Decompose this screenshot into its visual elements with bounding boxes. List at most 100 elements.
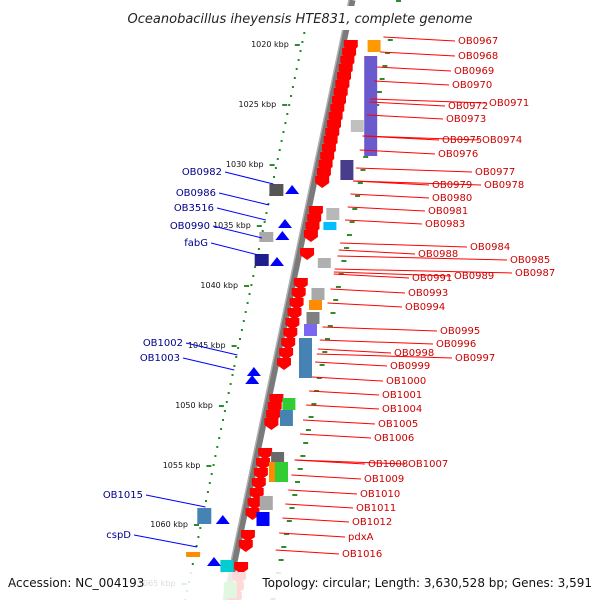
gene-label-forward[interactable]: OB1012 xyxy=(352,517,392,528)
gene-label-forward[interactable]: OB0975 xyxy=(442,135,482,146)
gene-label-forward[interactable]: OB0972 xyxy=(448,101,488,112)
tick-dot xyxy=(396,0,401,2)
label-connector xyxy=(374,80,450,86)
gene-label-forward[interactable]: OB0993 xyxy=(408,288,448,299)
gene-label-forward[interactable]: OB0969 xyxy=(454,66,494,77)
gene-label-forward[interactable]: OB0978 xyxy=(484,180,524,191)
tick-dot xyxy=(223,410,226,412)
reverse-gene-arrow xyxy=(270,257,284,266)
gene-label-forward[interactable]: OB0967 xyxy=(458,36,498,47)
label-connector xyxy=(362,135,440,141)
gene-label-forward[interactable]: OB0989 xyxy=(454,271,494,282)
gene-label-forward[interactable]: OB0994 xyxy=(405,302,445,313)
gene-label-forward[interactable]: OB1007 xyxy=(408,459,448,470)
gene-label-forward[interactable]: OB0980 xyxy=(432,193,472,204)
gene-label-forward[interactable]: OB1000 xyxy=(386,376,426,387)
gene-label-forward[interactable]: OB0973 xyxy=(446,114,486,125)
gene-block xyxy=(271,452,285,462)
gene-label-reverse[interactable]: OB0986 xyxy=(176,188,216,199)
reverse-gene-arrow xyxy=(245,375,260,384)
tick-dot xyxy=(355,195,361,197)
gene-label-forward[interactable]: OB0999 xyxy=(390,361,430,372)
gene-label-reverse[interactable]: OB3516 xyxy=(174,203,214,214)
gene-label-forward[interactable]: OB1001 xyxy=(382,390,422,401)
gene-label-forward[interactable]: OB0976 xyxy=(438,149,478,160)
gene-label-reverse[interactable]: OB1015 xyxy=(103,490,143,501)
gene-label-reverse[interactable]: OB1002 xyxy=(143,338,183,349)
kbp-tick-label: 1055 kbp xyxy=(163,461,201,470)
tick-dot xyxy=(327,325,333,327)
tick-dot xyxy=(261,230,264,232)
gene-label-forward[interactable]: OB0971 xyxy=(489,98,529,109)
gene-label-forward[interactable]: OB0977 xyxy=(475,167,515,178)
gene-label-reverse[interactable]: fabG xyxy=(184,238,208,249)
tick-dot xyxy=(335,286,341,288)
tick-dot xyxy=(325,338,330,340)
gene-label-forward[interactable]: pdxA xyxy=(348,532,374,543)
tick-dot xyxy=(197,536,200,538)
gene-label-forward[interactable]: OB0983 xyxy=(425,219,465,230)
gene-block xyxy=(309,300,322,310)
label-connector xyxy=(224,171,274,185)
tick-dot xyxy=(346,234,352,236)
gene-label-forward[interactable]: OB1009 xyxy=(364,474,404,485)
gene-label-forward[interactable]: OB0998 xyxy=(394,348,434,359)
gene-label-forward[interactable]: OB0968 xyxy=(458,51,498,62)
reverse-gene-arrow xyxy=(215,515,230,524)
gene-label-reverse[interactable]: OB1003 xyxy=(140,353,180,364)
tick-dot xyxy=(363,156,369,158)
label-connector xyxy=(315,361,388,367)
label-connector xyxy=(182,357,235,371)
gene-label-forward[interactable]: OB0981 xyxy=(428,206,468,217)
forward-gene-arrow xyxy=(281,338,296,350)
tick-dot xyxy=(282,131,285,133)
gene-label-forward[interactable]: OB1008 xyxy=(368,459,408,470)
gene-label-forward[interactable]: OB0985 xyxy=(510,255,550,266)
gene-label-forward[interactable]: OB1006 xyxy=(374,433,414,444)
gene-label-forward[interactable]: OB1010 xyxy=(360,489,400,500)
forward-gene-arrow xyxy=(285,318,300,330)
gene-label-forward[interactable]: OB0996 xyxy=(436,339,476,350)
tick-dot xyxy=(220,428,223,430)
gene-label-reverse[interactable]: OB0990 xyxy=(170,221,210,232)
tick-dot xyxy=(357,182,363,184)
tick-dot xyxy=(379,78,385,80)
reverse-gene-arrow xyxy=(246,367,261,376)
forward-gene-arrow xyxy=(256,458,270,470)
tick-dot xyxy=(216,446,219,448)
label-connector xyxy=(299,433,372,439)
label-connector xyxy=(383,36,456,42)
tick-dot xyxy=(297,468,303,470)
gene-block xyxy=(197,508,212,524)
gene-label-forward[interactable]: OB1004 xyxy=(382,404,422,415)
tick-dot xyxy=(295,68,298,70)
label-connector xyxy=(218,192,270,206)
gene-label-forward[interactable]: OB0995 xyxy=(440,326,480,337)
tick-dot xyxy=(265,212,268,214)
forward-gene-arrow xyxy=(315,176,330,188)
gene-label-forward[interactable]: OB0997 xyxy=(455,353,495,364)
gene-label-forward[interactable]: OB0974 xyxy=(482,135,522,146)
gene-label-forward[interactable]: OB1005 xyxy=(378,419,418,430)
tick-dot xyxy=(274,167,277,169)
reverse-gene-arrow xyxy=(275,231,290,240)
gene-label-forward[interactable]: OB1016 xyxy=(342,549,382,560)
gene-label-reverse[interactable]: cspD xyxy=(106,530,131,541)
tick-dot xyxy=(286,520,292,522)
tick-dot xyxy=(205,500,207,502)
gene-block xyxy=(279,410,293,426)
gene-label-forward[interactable]: OB0984 xyxy=(470,242,510,253)
gene-label-forward[interactable]: OB0988 xyxy=(418,249,458,260)
gene-label-reverse[interactable]: OB0982 xyxy=(182,167,222,178)
forward-gene-arrow xyxy=(258,448,273,460)
gene-label-forward[interactable]: OB0991 xyxy=(412,273,452,284)
label-connector xyxy=(338,249,416,255)
gene-label-forward[interactable]: OB0987 xyxy=(515,268,555,279)
gene-label-forward[interactable]: OB1011 xyxy=(356,503,396,514)
kbp-tick-label: 1045 kbp xyxy=(188,341,226,350)
gene-label-forward[interactable]: OB0970 xyxy=(452,80,492,91)
tick-dot xyxy=(278,559,284,561)
gene-label-forward[interactable]: OB0979 xyxy=(432,180,472,191)
tick-dot xyxy=(250,284,253,286)
